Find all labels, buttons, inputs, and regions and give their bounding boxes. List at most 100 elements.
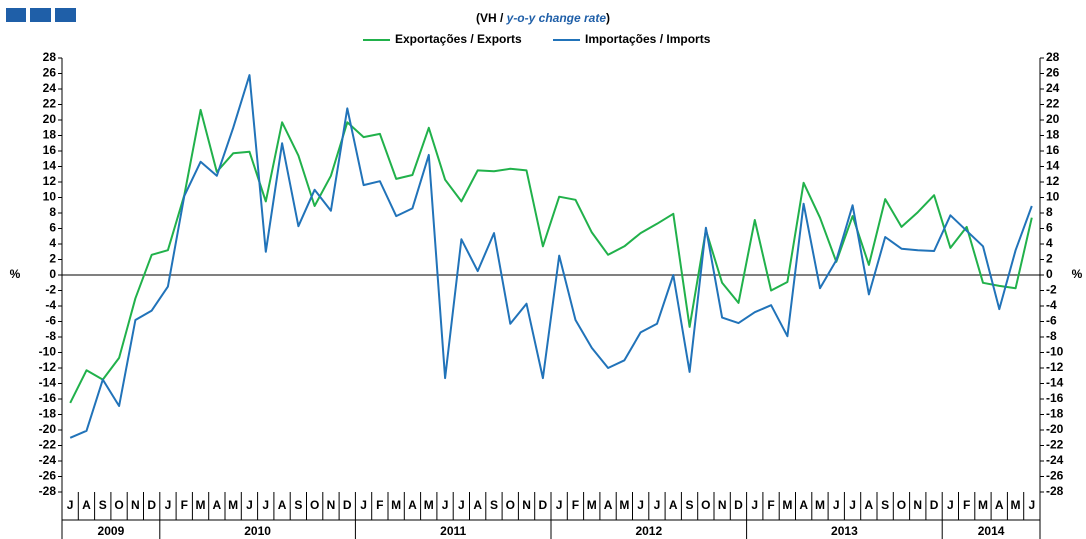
y-tick-label: 18: [43, 128, 57, 142]
x-tick-label: M: [391, 498, 401, 512]
y-axis-label: %: [10, 267, 21, 281]
y-axis-label: %: [1072, 267, 1083, 281]
x-tick-label: S: [490, 498, 498, 512]
y-tick-label: 24: [43, 81, 57, 95]
x-tick-label: J: [165, 498, 172, 512]
y-tick-label: 0: [49, 267, 56, 281]
y-tick-label: -26: [39, 469, 57, 483]
x-tick-label: S: [99, 498, 107, 512]
y-tick-label: 10: [43, 190, 57, 204]
y-tick-label: -2: [45, 283, 56, 297]
x-tick-label: M: [424, 498, 434, 512]
x-tick-label: J: [246, 498, 253, 512]
x-tick-label: M: [196, 498, 206, 512]
y-tick-label: 8: [49, 205, 56, 219]
logo-block: [30, 8, 51, 22]
year-label: 2011: [440, 524, 466, 538]
y-tick-label: 20: [43, 112, 57, 126]
x-tick-label: J: [262, 498, 269, 512]
x-tick-label: J: [360, 498, 367, 512]
x-tick-label: A: [278, 498, 287, 512]
y2-tick-label: 8: [1046, 205, 1053, 219]
y2-tick-label: -14: [1046, 376, 1064, 390]
y2-tick-label: 4: [1046, 236, 1053, 250]
y2-tick-label: -16: [1046, 391, 1064, 405]
series-line: [69, 108, 1033, 404]
x-tick-label: A: [995, 498, 1004, 512]
x-tick-label: N: [131, 498, 140, 512]
y-tick-label: -6: [45, 314, 56, 328]
y-tick-label: 22: [43, 97, 57, 111]
y-tick-label: -8: [45, 329, 56, 343]
x-tick-label: F: [963, 498, 970, 512]
x-tick-label: N: [718, 498, 727, 512]
y2-tick-label: 18: [1046, 128, 1060, 142]
y-tick-label: -22: [39, 438, 57, 452]
y2-tick-label: 14: [1046, 159, 1060, 173]
y-tick-label: -24: [39, 453, 57, 467]
x-tick-label: N: [913, 498, 922, 512]
x-tick-label: D: [539, 498, 548, 512]
y2-tick-label: 22: [1046, 97, 1060, 111]
x-tick-label: O: [897, 498, 906, 512]
y-tick-label: -10: [39, 345, 57, 359]
year-label: 2014: [978, 524, 1005, 538]
x-tick-label: J: [654, 498, 661, 512]
y-tick-label: 4: [49, 236, 56, 250]
x-tick-label: J: [947, 498, 954, 512]
series-line: [69, 74, 1033, 439]
y2-tick-label: -12: [1046, 360, 1064, 374]
x-tick-label: M: [228, 498, 238, 512]
y-tick-label: 28: [43, 50, 57, 64]
y-tick-label: 6: [49, 221, 56, 235]
y2-tick-label: -24: [1046, 453, 1064, 467]
y-tick-label: -14: [39, 376, 57, 390]
x-tick-label: F: [572, 498, 579, 512]
year-label: 2009: [98, 524, 125, 538]
y-tick-label: 12: [43, 174, 57, 188]
x-tick-label: M: [815, 498, 825, 512]
x-tick-label: F: [376, 498, 383, 512]
x-tick-label: O: [506, 498, 515, 512]
x-tick-label: A: [408, 498, 417, 512]
y2-tick-label: -8: [1046, 329, 1057, 343]
y2-tick-label: 10: [1046, 190, 1060, 204]
x-tick-label: J: [751, 498, 758, 512]
y-tick-label: 26: [43, 66, 57, 80]
y2-tick-label: -18: [1046, 407, 1064, 421]
y2-tick-label: 2: [1046, 252, 1053, 266]
subtitle-prefix: (VH /: [476, 11, 507, 25]
y-tick-label: 16: [43, 143, 57, 157]
x-tick-label: O: [701, 498, 710, 512]
subtitle-suffix: ): [606, 11, 610, 25]
y2-tick-label: 12: [1046, 174, 1060, 188]
logo-block: [55, 8, 76, 22]
x-tick-label: J: [637, 498, 644, 512]
x-tick-label: A: [669, 498, 678, 512]
y2-tick-label: 26: [1046, 66, 1060, 80]
subtitle: (VH / y-o-y change rate): [476, 11, 610, 25]
y-tick-label: -28: [39, 484, 57, 498]
x-tick-label: M: [619, 498, 629, 512]
x-tick-label: J: [1029, 498, 1036, 512]
y2-tick-label: -28: [1046, 484, 1064, 498]
year-label: 2010: [244, 524, 271, 538]
y2-tick-label: -22: [1046, 438, 1064, 452]
y2-tick-label: 28: [1046, 50, 1060, 64]
y-tick-label: -12: [39, 360, 57, 374]
y2-tick-label: 16: [1046, 143, 1060, 157]
y2-tick-label: -2: [1046, 283, 1057, 297]
x-tick-label: A: [82, 498, 91, 512]
year-label: 2012: [635, 524, 662, 538]
x-tick-label: J: [833, 498, 840, 512]
y2-tick-label: 6: [1046, 221, 1053, 235]
x-tick-label: J: [67, 498, 74, 512]
legend-label: Exportações / Exports: [395, 32, 522, 46]
y2-tick-label: 24: [1046, 81, 1060, 95]
x-tick-label: D: [147, 498, 156, 512]
x-tick-label: O: [310, 498, 319, 512]
y2-tick-label: -20: [1046, 422, 1064, 436]
y-tick-label: -16: [39, 391, 57, 405]
x-tick-label: N: [327, 498, 336, 512]
y2-tick-label: 0: [1046, 267, 1053, 281]
